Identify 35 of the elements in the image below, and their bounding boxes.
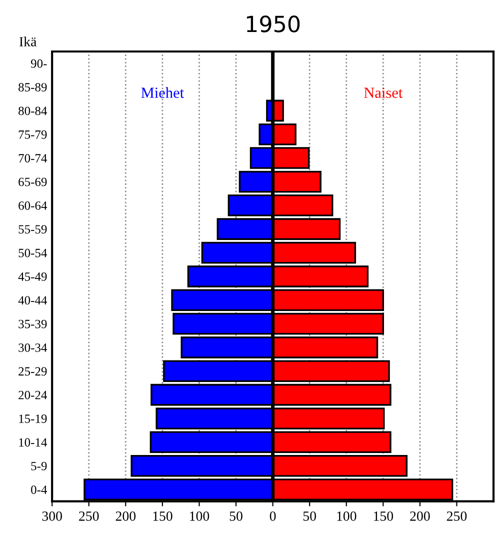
x-tick-label: 250 xyxy=(79,511,99,521)
y-tick-label: 90- xyxy=(30,59,47,68)
text: Miehet xyxy=(141,87,184,98)
y-tick-label: 25-29 xyxy=(18,367,47,376)
y-tick-label: 65-69 xyxy=(18,178,47,186)
x-tick-label: 250 xyxy=(446,511,467,521)
y-tick-label: 20-24 xyxy=(18,390,48,400)
x-tick-label: 50 xyxy=(303,511,316,521)
y-tick-label: 30-34 xyxy=(18,343,48,352)
y-tick-label: 55-59 xyxy=(18,225,47,234)
y-tick-label: 80-84 xyxy=(18,106,48,116)
y-tick-label: 85-89 xyxy=(18,83,47,92)
x-tick-label: 300 xyxy=(42,511,62,521)
y-tick-label: 45-49 xyxy=(18,272,47,281)
y-tick-label: 60-64 xyxy=(18,201,48,210)
y-axis-title: Ikä xyxy=(19,36,37,46)
y-tick-label: 5-9 xyxy=(31,462,47,470)
y-tick-label: 15-19 xyxy=(19,414,47,423)
y-tick-label: 10-14 xyxy=(19,438,48,447)
x-tick-label: 100 xyxy=(337,511,356,521)
chart-title: 1950 xyxy=(246,16,300,32)
x-tick-label: 150 xyxy=(374,511,394,521)
y-tick-label: 0-4 xyxy=(31,486,48,494)
text: Naiset xyxy=(364,88,403,98)
y-tick-label: 70-74 xyxy=(18,154,48,162)
x-tick-label: 100 xyxy=(190,511,210,521)
x-tick-label: 0 xyxy=(270,511,276,521)
x-tick-label: 50 xyxy=(230,511,242,521)
y-tick-label: 35-39 xyxy=(18,320,47,328)
x-tick-label: 200 xyxy=(410,511,430,521)
x-tick-label: 200 xyxy=(116,511,136,521)
y-tick-label: 50-54 xyxy=(18,248,48,258)
y-tick-label: 75-79 xyxy=(18,130,47,139)
y-tick-label: 40-44 xyxy=(18,296,48,305)
x-tick-label: 150 xyxy=(153,511,172,521)
